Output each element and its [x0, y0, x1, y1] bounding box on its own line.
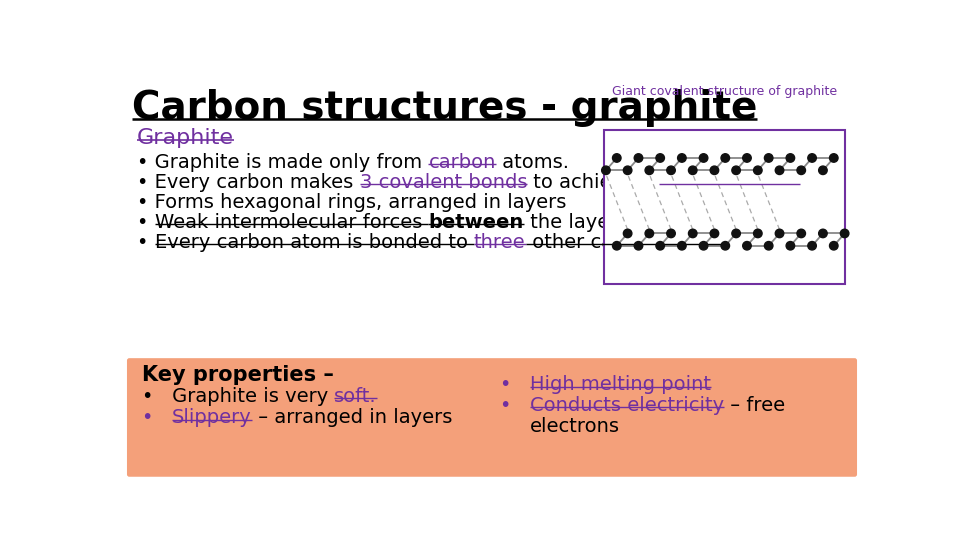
Circle shape — [807, 154, 816, 162]
Text: carbon: carbon — [428, 153, 495, 172]
Circle shape — [819, 166, 828, 174]
Circle shape — [635, 154, 643, 162]
Circle shape — [786, 241, 795, 250]
Text: Giant covalent structure of graphite: Giant covalent structure of graphite — [612, 85, 837, 98]
Circle shape — [678, 154, 686, 162]
Text: •: • — [500, 396, 530, 415]
FancyBboxPatch shape — [127, 358, 857, 477]
Text: to achieve a: to achieve a — [527, 173, 660, 192]
Circle shape — [678, 241, 686, 250]
Text: Key properties –: Key properties – — [142, 365, 333, 385]
Circle shape — [764, 241, 773, 250]
Circle shape — [635, 241, 643, 250]
Circle shape — [732, 166, 740, 174]
Circle shape — [612, 241, 621, 250]
Circle shape — [688, 229, 697, 238]
Text: three: three — [474, 233, 525, 252]
Circle shape — [667, 166, 675, 174]
Text: • Every carbon makes: • Every carbon makes — [137, 173, 360, 192]
Circle shape — [710, 166, 719, 174]
Circle shape — [829, 154, 838, 162]
Circle shape — [602, 166, 611, 174]
Circle shape — [721, 154, 730, 162]
Circle shape — [776, 166, 783, 174]
Circle shape — [743, 241, 752, 250]
Text: •: • — [137, 233, 155, 252]
Circle shape — [710, 229, 719, 238]
Circle shape — [807, 241, 816, 250]
Text: Weak intermolecular forces: Weak intermolecular forces — [155, 213, 428, 232]
Text: other carbon atoms: other carbon atoms — [525, 233, 724, 252]
Circle shape — [656, 154, 664, 162]
Circle shape — [667, 229, 675, 238]
Circle shape — [699, 241, 708, 250]
Circle shape — [764, 154, 773, 162]
Text: Conducts electricity: Conducts electricity — [530, 396, 724, 415]
Text: .: . — [800, 173, 805, 192]
Text: • Forms hexagonal rings, arranged in layers: • Forms hexagonal rings, arranged in lay… — [137, 193, 566, 212]
Circle shape — [819, 229, 828, 238]
Text: Carbon structures - graphite: Carbon structures - graphite — [132, 90, 757, 127]
Text: •: • — [137, 213, 155, 232]
Circle shape — [797, 166, 805, 174]
Circle shape — [623, 229, 632, 238]
Circle shape — [754, 229, 762, 238]
Text: • Graphite is made only from: • Graphite is made only from — [137, 153, 428, 172]
Bar — [605, 130, 845, 284]
Circle shape — [721, 241, 730, 250]
Text: •: • — [500, 375, 530, 394]
Circle shape — [656, 241, 664, 250]
Circle shape — [754, 166, 762, 174]
Circle shape — [645, 229, 654, 238]
Text: Graphite: Graphite — [137, 128, 234, 148]
Text: full outer shell: full outer shell — [660, 173, 800, 192]
Circle shape — [797, 229, 805, 238]
Circle shape — [732, 229, 740, 238]
Text: Every carbon atom is bonded to: Every carbon atom is bonded to — [155, 233, 474, 252]
Text: •: • — [142, 408, 172, 427]
Circle shape — [829, 241, 838, 250]
Text: electrons: electrons — [530, 417, 620, 436]
Text: Slippery: Slippery — [172, 408, 252, 427]
Text: soft.: soft. — [334, 387, 377, 406]
Circle shape — [840, 229, 849, 238]
Circle shape — [645, 166, 654, 174]
Circle shape — [612, 154, 621, 162]
Text: – arranged in layers: – arranged in layers — [252, 408, 452, 427]
Circle shape — [743, 154, 752, 162]
Text: – free: – free — [724, 396, 785, 415]
Circle shape — [688, 166, 697, 174]
Circle shape — [776, 229, 783, 238]
Text: •   Graphite is very: • Graphite is very — [142, 387, 334, 406]
Circle shape — [699, 154, 708, 162]
Text: the layers: the layers — [523, 213, 627, 232]
Circle shape — [786, 154, 795, 162]
Circle shape — [623, 166, 632, 174]
Text: High melting point: High melting point — [530, 375, 710, 394]
Text: atoms.: atoms. — [495, 153, 568, 172]
Text: •: • — [500, 396, 530, 415]
Text: 3 covalent bonds: 3 covalent bonds — [360, 173, 527, 192]
Text: between: between — [428, 213, 523, 232]
